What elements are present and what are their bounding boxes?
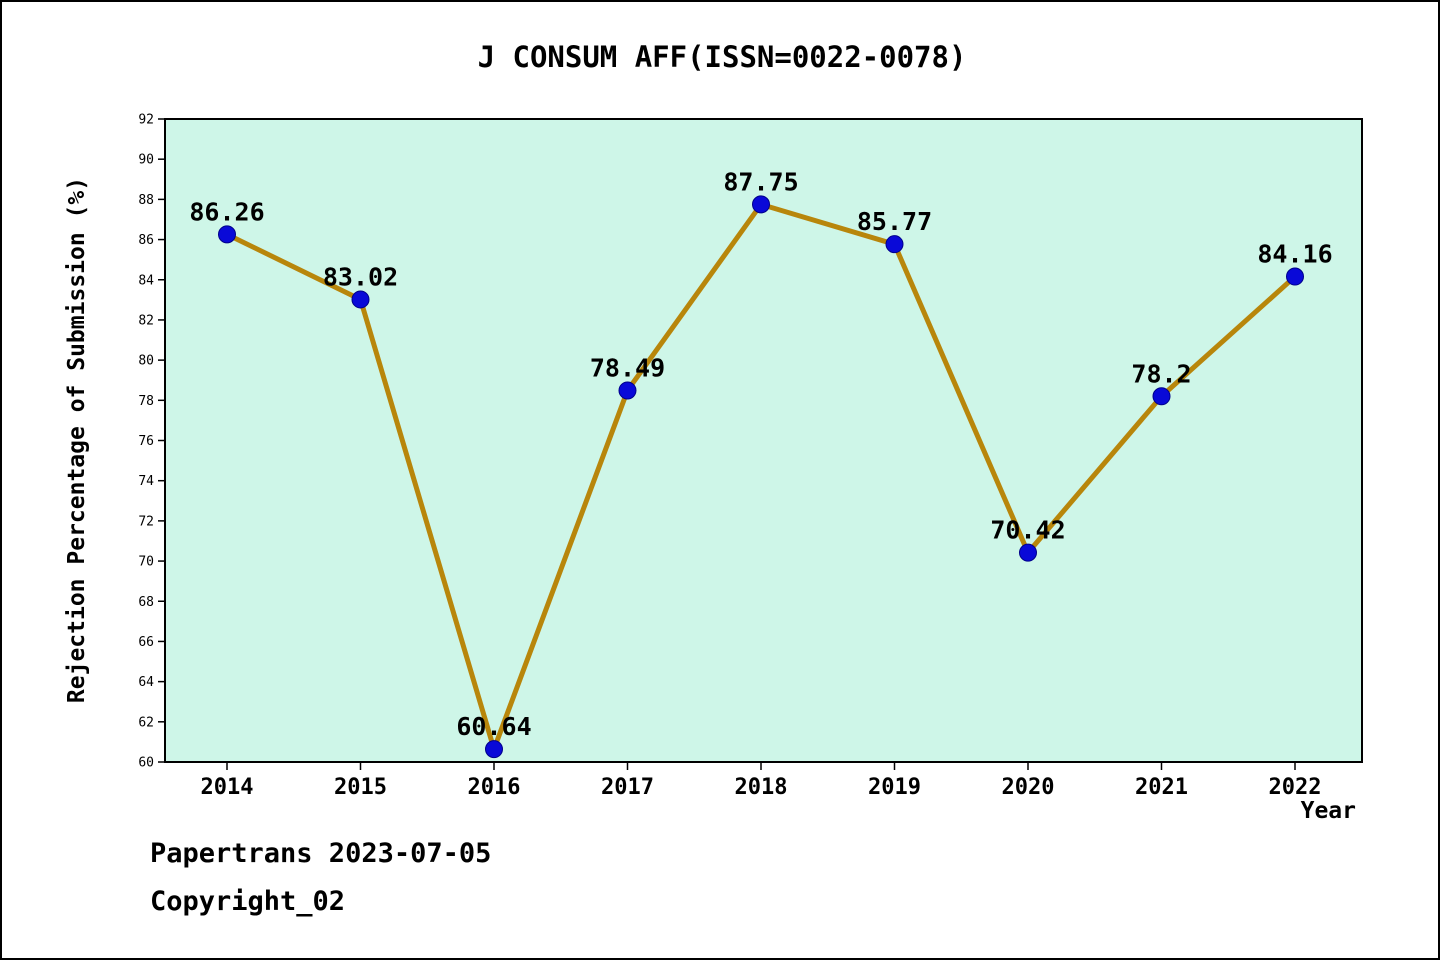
data-point (1286, 267, 1304, 286)
data-point (618, 381, 637, 400)
x-tick-label: 2015 (334, 775, 387, 800)
y-tick-label: 86 (138, 233, 154, 248)
data-point (351, 290, 370, 309)
y-tick-label: 70 (138, 555, 154, 570)
y-tick-label: 90 (138, 153, 154, 168)
x-tick-label: 2016 (468, 775, 521, 800)
x-tick-label: 2021 (1135, 775, 1188, 800)
point-label: 78.2 (1131, 359, 1191, 388)
point-label: 60.64 (456, 712, 531, 741)
x-tick-label: 2019 (868, 775, 921, 800)
x-tick-label: 2022 (1269, 775, 1322, 800)
footer-source-text: Papertrans 2023-07-05 (150, 838, 492, 869)
chart-title: J CONSUM AFF(ISSN=0022-0078) (477, 40, 967, 74)
plot-area (164, 118, 1363, 763)
y-tick-label: 76 (138, 434, 154, 449)
y-tick-label: 62 (138, 715, 154, 730)
point-label: 85.77 (857, 207, 932, 236)
y-tick-label: 82 (138, 313, 154, 328)
y-tick-label: 88 (138, 193, 154, 208)
y-tick-label: 74 (138, 474, 154, 489)
point-label: 84.16 (1257, 240, 1332, 269)
y-tick-label: 72 (138, 514, 154, 529)
point-label: 83.02 (323, 262, 398, 291)
y-tick-label: 78 (138, 394, 154, 409)
point-label: 86.26 (189, 197, 264, 226)
x-tick-label: 2014 (201, 775, 254, 800)
data-point (485, 740, 503, 759)
y-tick-label: 92 (138, 113, 154, 128)
y-tick-label: 60 (138, 756, 154, 771)
y-tick-label: 80 (138, 354, 154, 369)
y-tick-label: 68 (138, 595, 154, 610)
y-tick-label: 66 (138, 635, 154, 650)
x-tick-label: 2017 (601, 775, 654, 800)
data-point (1152, 387, 1171, 406)
data-point (752, 195, 770, 214)
point-label: 87.75 (723, 167, 798, 196)
footer-copyright-text: Copyright_02 (150, 886, 346, 917)
y-tick-label: 64 (138, 675, 154, 690)
point-label: 78.49 (590, 353, 665, 382)
y-tick-label: 84 (138, 273, 154, 288)
x-tick-label: 2020 (1002, 775, 1055, 800)
data-point (885, 235, 904, 254)
data-point (218, 225, 236, 244)
x-tick-label: 2018 (735, 775, 788, 800)
data-point (1019, 543, 1037, 562)
x-axis-label: Year (1300, 798, 1356, 824)
point-label: 70.42 (990, 516, 1065, 545)
